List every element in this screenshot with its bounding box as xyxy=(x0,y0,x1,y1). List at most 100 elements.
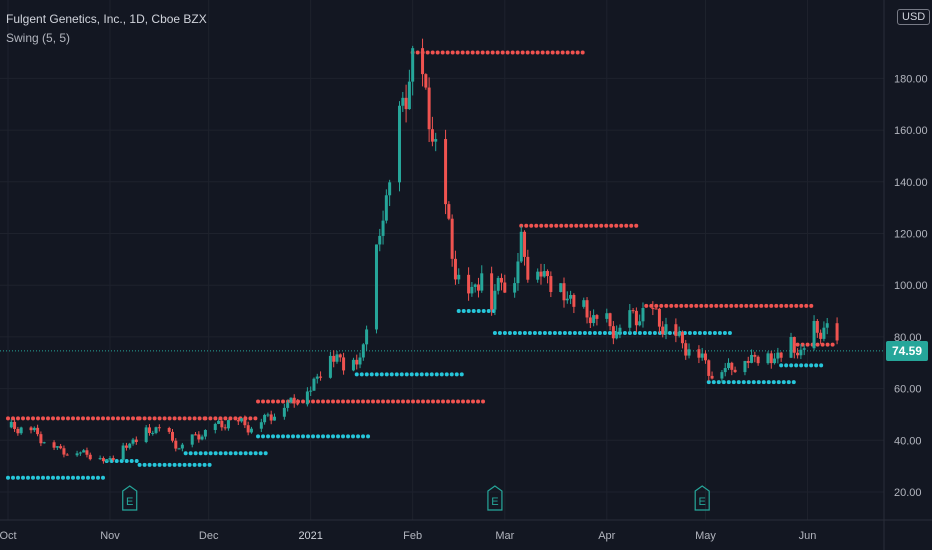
swing-low-dot xyxy=(727,331,732,336)
swing-low-dot xyxy=(311,434,316,439)
swing-low-dot xyxy=(507,331,512,336)
swing-low-dot xyxy=(6,475,10,480)
candle-body xyxy=(523,231,527,257)
swing-high-dot xyxy=(804,303,809,308)
candle-body xyxy=(815,320,819,333)
candle-body xyxy=(404,97,408,110)
swing-high-dot xyxy=(316,399,321,404)
swing-high-dot xyxy=(520,50,525,55)
swing-high-dot xyxy=(544,223,549,228)
swing-high-dot xyxy=(674,303,679,308)
swing-high-dot xyxy=(116,416,120,421)
candle-body xyxy=(473,284,477,287)
candle-body xyxy=(62,448,66,455)
earnings-marker[interactable]: E xyxy=(487,485,503,511)
candle-body xyxy=(78,452,82,454)
swing-low-dot xyxy=(779,363,784,368)
swing-low-dot xyxy=(256,434,261,439)
swing-low-dot xyxy=(786,380,791,385)
swing-low-dot xyxy=(271,434,276,439)
swing-high-dot xyxy=(426,399,431,404)
candle-body xyxy=(272,416,276,421)
swing-high-dot xyxy=(569,223,574,228)
swing-high-dot xyxy=(66,416,70,421)
swing-high-dot xyxy=(679,303,684,308)
swing-low-dot xyxy=(142,462,147,467)
swing-low-dot xyxy=(419,372,424,377)
swing-low-dot xyxy=(374,372,379,377)
candle-body xyxy=(335,354,339,362)
x-tick-label: Mar xyxy=(495,530,514,542)
swing-high-dot xyxy=(559,223,564,228)
swing-high-dot xyxy=(396,399,401,404)
candle-body xyxy=(605,313,609,319)
candle-body xyxy=(144,427,148,442)
candle-body xyxy=(588,317,592,324)
swing-high-dot xyxy=(455,50,460,55)
swing-high-dot xyxy=(321,399,326,404)
swing-low-dot xyxy=(597,331,602,336)
candle-body xyxy=(430,129,434,142)
swing-high-dot xyxy=(430,50,435,55)
earnings-marker[interactable]: E xyxy=(122,485,138,511)
candle-body xyxy=(296,403,300,405)
swing-low-dot xyxy=(726,380,731,385)
swing-high-dot xyxy=(476,399,481,404)
swing-high-dot xyxy=(446,399,451,404)
candle-body xyxy=(75,453,79,456)
swing-high-dot xyxy=(456,399,461,404)
y-tick-label: 20.00 xyxy=(894,487,922,499)
candle-body xyxy=(493,290,497,310)
candle-body xyxy=(756,356,760,364)
swing-high-dot xyxy=(764,303,769,308)
swing-low-dot xyxy=(276,434,281,439)
swing-high-dot xyxy=(800,342,805,347)
swing-high-dot xyxy=(549,223,554,228)
swing-high-dot xyxy=(41,416,45,421)
swing-low-dot xyxy=(459,372,464,377)
swing-high-dot xyxy=(709,303,714,308)
swing-high-dot xyxy=(101,416,105,421)
candle-body xyxy=(105,459,109,462)
swing-high-dot xyxy=(490,50,495,55)
swing-high-dot xyxy=(76,416,80,421)
swing-high-dot xyxy=(465,50,470,55)
swing-low-dot xyxy=(364,372,369,377)
swing-high-dot xyxy=(421,399,426,404)
swing-low-dot xyxy=(11,475,15,480)
swing-low-dot xyxy=(791,380,796,385)
candle-body xyxy=(200,436,204,440)
y-tick-label: 180.00 xyxy=(894,73,928,85)
candle-body xyxy=(470,286,474,294)
symbol-title[interactable]: Fulgent Genetics, Inc., 1D, Cboe BZX xyxy=(6,12,207,26)
currency-button[interactable]: USD xyxy=(897,9,931,25)
candle-body xyxy=(332,355,336,362)
candle-body xyxy=(289,397,293,403)
price-axis[interactable]: 20.00 40.00 60.00 80.00 100.00 120.00 140.00 16… xyxy=(883,0,928,550)
candle-body xyxy=(549,276,553,292)
earnings-marker[interactable]: E xyxy=(694,485,710,511)
swing-high-dot xyxy=(529,223,534,228)
swing-low-dot xyxy=(717,331,722,336)
candle-body xyxy=(213,423,217,430)
swing-low-dot xyxy=(213,451,218,456)
time-axis[interactable]: Oct Nov Dec 2021 Feb Mar Apr May Jun xyxy=(0,519,932,542)
swing-high-dot xyxy=(440,50,445,55)
candle-body xyxy=(177,448,181,450)
y-tick-label: 40.00 xyxy=(894,435,922,447)
swing-low-dot xyxy=(794,363,799,368)
swing-low-dot xyxy=(522,331,527,336)
swing-low-dot xyxy=(243,451,248,456)
candle-body xyxy=(490,273,494,310)
candle-body xyxy=(246,425,250,433)
swing-low-dot xyxy=(692,331,697,336)
swing-low-dot xyxy=(61,475,65,480)
swing-low-levels xyxy=(6,309,824,480)
swing-high-dot xyxy=(495,50,500,55)
indicator-label[interactable]: Swing (5, 5) xyxy=(6,31,71,45)
x-tick-label: Nov xyxy=(100,530,120,542)
swing-low-dot xyxy=(316,434,321,439)
swing-low-dot xyxy=(637,331,642,336)
